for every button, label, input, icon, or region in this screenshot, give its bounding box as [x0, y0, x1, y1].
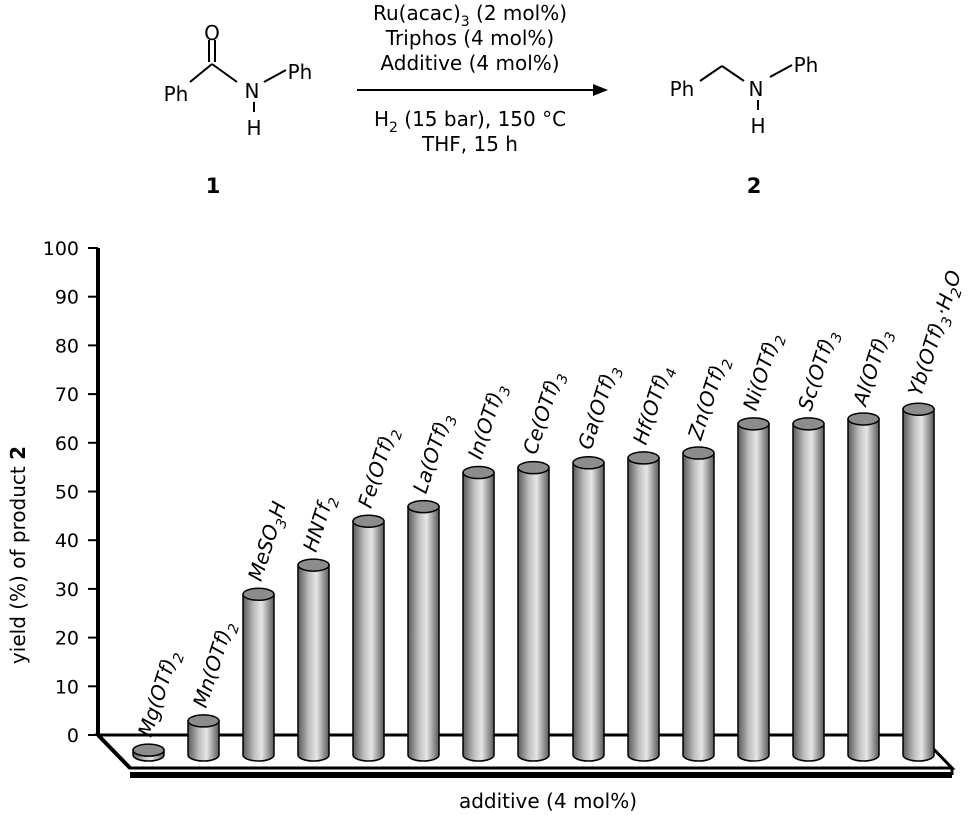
bar-top [792, 417, 825, 431]
bar-body [572, 462, 605, 762]
reaction-scheme: O Ph N Ph H 1 Ru(acac)3 (2 mol%)Triphos … [164, 1, 819, 198]
y-tick-label: 40 [55, 530, 79, 552]
bar [902, 402, 935, 762]
product-number: 2 [747, 174, 762, 198]
bar-body [187, 720, 220, 762]
bar-body [242, 593, 275, 762]
reaction-arrow [357, 84, 608, 96]
bar [297, 558, 330, 762]
bar [627, 451, 660, 762]
reaction-conditions: Ru(acac)3 (2 mol%)Triphos (4 mol%)Additi… [373, 1, 567, 156]
bar-body [682, 452, 715, 762]
bar [407, 499, 440, 762]
bar-body [792, 423, 825, 762]
bar-top [242, 587, 275, 602]
y-tick-label: 80 [55, 335, 79, 357]
bar-body [462, 471, 495, 762]
bar-body [902, 408, 935, 762]
bar-body [847, 418, 880, 762]
condition-above-2: Additive (4 mol%) [380, 51, 559, 75]
bars-group [132, 402, 935, 762]
bar-top [627, 451, 660, 465]
y-tick-label: 10 [55, 676, 79, 698]
x-tick-label: HNTf2 [298, 492, 344, 556]
bar-top [902, 402, 935, 416]
y-tick-label: 30 [55, 579, 79, 601]
bar [187, 714, 220, 762]
x-tick-label: Hf(OTf)4 [628, 362, 681, 449]
bar [132, 743, 165, 762]
bar [572, 456, 605, 762]
bar-body [627, 457, 660, 762]
bar-top [297, 558, 330, 572]
y-axis-label: yield (%) of product 2 [6, 446, 30, 664]
x-tick-label: Zn(OTf)2 [683, 353, 737, 445]
x-tick-label: Mn(OTf)2 [188, 618, 243, 712]
y-axis: 0 10 20 30 40 50 60 70 80 90 100 [43, 238, 98, 747]
reactant-left-ph-label: Ph [164, 82, 189, 106]
bar-body [352, 520, 385, 762]
x-axis-label: additive (4 mol%) [459, 789, 637, 813]
bar-top [407, 499, 440, 514]
x-tick-label: Sc(OTf)3 [793, 327, 846, 415]
reactant-nitrogen-label: N [245, 79, 260, 103]
x-tick-label: La(OTf)3 [408, 410, 461, 498]
x-tick-label: MeSO3H [243, 498, 296, 585]
bar-body [297, 564, 330, 762]
x-tick-label: Fe(OTf)2 [353, 424, 406, 512]
product-right-ph-label: Ph [794, 53, 819, 77]
bar-top [462, 465, 495, 480]
x-tick-label: Ce(OTf)3 [518, 368, 572, 459]
bar-top [572, 456, 605, 470]
bar-top [737, 417, 770, 431]
bar-top [847, 412, 880, 426]
condition-above-0: Ru(acac)3 (2 mol%) [373, 1, 567, 30]
bar [737, 417, 770, 762]
reactant-structure [189, 40, 287, 112]
x-tick-label: In(OTf)3 [463, 380, 515, 463]
bar [792, 417, 825, 762]
bar-top [517, 460, 550, 475]
product-left-ph-label: Ph [670, 77, 695, 101]
y-tick-label: 100 [43, 238, 79, 260]
bar [682, 446, 715, 762]
bar-body [407, 505, 440, 762]
product-hydrogen-label: H [750, 114, 765, 138]
bar [847, 412, 880, 762]
reactant-hydrogen-label: H [246, 116, 261, 140]
y-tick-label: 50 [55, 482, 79, 504]
x-tick-label: Ga(OTf)3 [573, 362, 628, 454]
bar-body [517, 466, 550, 762]
reactant-number: 1 [206, 174, 221, 198]
bar-body [737, 423, 770, 762]
y-tick-label: 20 [55, 628, 79, 650]
condition-below-1: THF, 15 h [421, 132, 518, 156]
bar-top [352, 514, 385, 528]
x-tick-label: Mg(OTf)2 [133, 647, 188, 741]
x-tick-label: Al(OTf)3 [847, 326, 900, 412]
reactant-oxygen-label: O [204, 21, 220, 45]
bar [242, 587, 275, 762]
condition-above-1: Triphos (4 mol%) [385, 26, 554, 50]
bar-top [682, 446, 715, 460]
x-tick-label: Ni(OTf)2 [738, 330, 790, 415]
product-structure [699, 64, 793, 110]
yield-chart: 0 10 20 30 40 50 60 70 80 90 100 Mg(OTf)2 Mn(OTf)2M… [6, 238, 969, 813]
bar-top [132, 743, 165, 757]
condition-below-0: H2 (15 bar), 150 °C [374, 107, 566, 136]
y-tick-label: 70 [55, 384, 79, 406]
product-nitrogen-label: N [749, 77, 764, 101]
bar [517, 460, 550, 762]
y-tick-label: 90 [55, 287, 79, 309]
x-tick-label: Yb(OTf)3·H2O [903, 267, 969, 400]
reactant-right-ph-label: Ph [288, 60, 313, 84]
bar [352, 514, 385, 762]
bar [462, 465, 495, 762]
y-tick-label: 60 [55, 433, 79, 455]
y-tick-label: 0 [67, 725, 79, 747]
bar-top [187, 714, 220, 728]
